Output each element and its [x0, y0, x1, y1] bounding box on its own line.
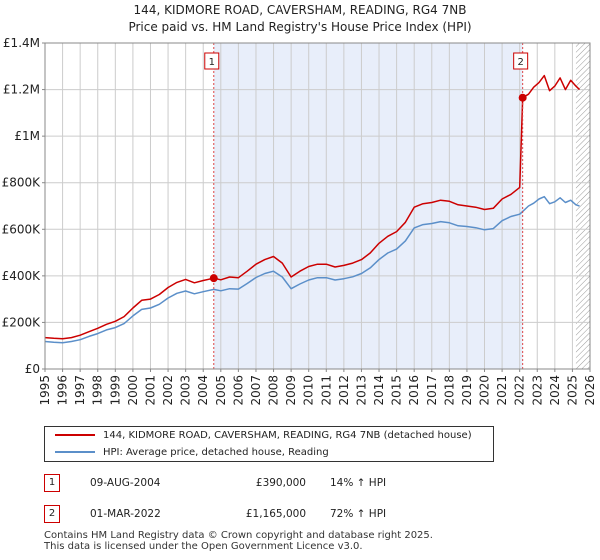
sale-badge-1: 1 — [44, 474, 60, 492]
footer-line2: This data is licensed under the Open Gov… — [44, 541, 363, 552]
legend-entry-property: 144, KIDMORE ROAD, CAVERSHAM, READING, R… — [55, 428, 472, 444]
x-tick-label: 2020 — [478, 375, 492, 406]
y-tick-label: £200K — [2, 315, 42, 329]
x-tick-label: 2006 — [231, 375, 245, 406]
legend-swatch-hpi — [55, 451, 95, 453]
sale-badge-2: 2 — [44, 505, 60, 523]
footer-line1: Contains HM Land Registry data © Crown c… — [44, 530, 433, 541]
x-tick-label: 2005 — [214, 375, 228, 406]
chart-title: 144, KIDMORE ROAD, CAVERSHAM, READING, R… — [0, 2, 600, 36]
chart-legend: 144, KIDMORE ROAD, CAVERSHAM, READING, R… — [44, 426, 494, 462]
x-tick-label: 2016 — [407, 375, 421, 406]
y-tick-label: £1.2M — [3, 83, 40, 97]
sale-date-2: 01-MAR-2022 — [90, 508, 161, 520]
x-tick-label: 2000 — [126, 375, 140, 406]
legend-label-property: 144, KIDMORE ROAD, CAVERSHAM, READING, R… — [103, 430, 472, 441]
x-tick-label: 2004 — [196, 375, 210, 406]
x-tick-label: 2018 — [442, 375, 456, 406]
x-tick-label: 2010 — [302, 375, 316, 406]
x-tick-label: 1995 — [38, 375, 52, 406]
chart-subtitle: Price paid vs. HM Land Registry's House … — [128, 20, 472, 34]
sale-hpi-2: 72% ↑ HPI — [330, 508, 387, 520]
y-tick-label: £400K — [2, 269, 42, 283]
x-tick-label: 2007 — [249, 375, 263, 406]
x-tick-label: 1996 — [56, 375, 70, 406]
ownership-shading — [213, 43, 523, 369]
x-tick-label: 2019 — [460, 375, 474, 406]
sale-marker-label-1: 1 — [209, 57, 215, 68]
x-tick-label: 2023 — [530, 375, 544, 406]
footer: Contains HM Land Registry data © Crown c… — [44, 530, 433, 552]
x-tick-label: 2009 — [284, 375, 298, 406]
x-tick-label: 2022 — [513, 375, 527, 406]
x-tick-label: 2003 — [179, 375, 193, 406]
x-tick-label: 2001 — [143, 375, 157, 406]
sale-point-2 — [518, 93, 527, 102]
x-tick-label: 2015 — [390, 375, 404, 406]
x-tick-label: 1997 — [73, 375, 87, 406]
y-tick-label: £1M — [14, 129, 40, 143]
x-tick-label: 2008 — [267, 375, 281, 406]
x-tick-label: 1999 — [108, 375, 122, 406]
x-tick-label: 2012 — [337, 375, 351, 406]
sale-hpi-1: 14% ↑ HPI — [330, 477, 387, 489]
x-tick-label: 2026 — [583, 375, 597, 406]
x-tick-label: 2017 — [425, 375, 439, 406]
legend-label-hpi: HPI: Average price, detached house, Read… — [103, 447, 329, 458]
x-tick-label: 2002 — [161, 375, 175, 406]
x-tick-label: 2025 — [565, 375, 579, 406]
sale-marker-box-2 — [513, 52, 529, 70]
y-tick-label: £800K — [2, 176, 42, 190]
chart-title-line1: 144, KIDMORE ROAD, CAVERSHAM, READING, R… — [133, 3, 467, 17]
x-tick-label: 2011 — [319, 375, 333, 406]
legend-swatch-property — [55, 434, 95, 436]
x-tick-label: 1998 — [91, 375, 105, 406]
sale-point-1 — [209, 274, 218, 283]
x-tick-label: 2024 — [548, 375, 562, 406]
y-tick-label: £0 — [25, 362, 40, 376]
plot-frame — [44, 42, 591, 370]
x-tick-label: 2021 — [495, 375, 509, 406]
x-tick-label: 2013 — [354, 375, 368, 406]
sale-date-1: 09-AUG-2004 — [90, 477, 161, 489]
sale-marker-box-1 — [204, 52, 220, 70]
legend-entry-hpi: HPI: Average price, detached house, Read… — [55, 445, 329, 461]
price-chart: 1 2 £0 £200K £400K £600K £800K £1M £1.2M £1.4M 19… — [2, 36, 597, 406]
x-tick-label: 2014 — [372, 375, 386, 406]
y-tick-label: £1.4M — [3, 36, 40, 50]
forecast-hatch — [575, 43, 590, 369]
y-tick-label: £600K — [2, 222, 42, 236]
sale-price-2: £1,165,000 — [245, 508, 306, 520]
sale-price-1: £390,000 — [255, 477, 306, 489]
sale-marker-label-2: 2 — [517, 57, 523, 68]
